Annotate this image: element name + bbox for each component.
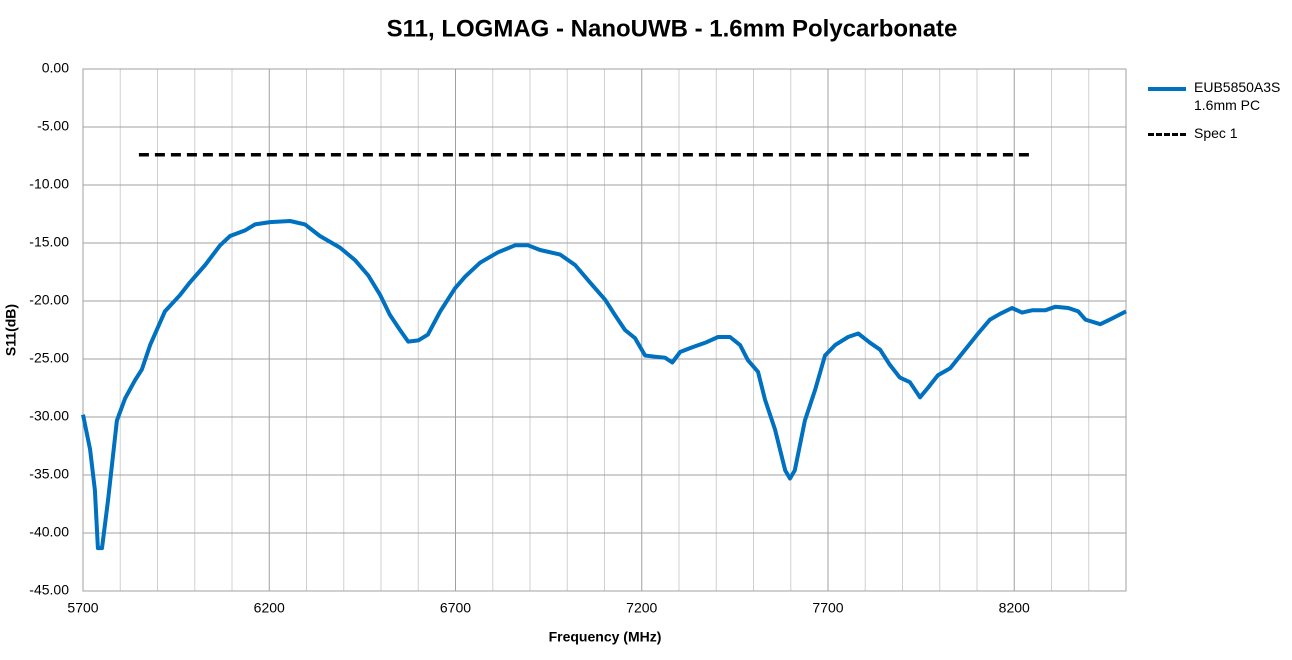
y-tick-label: -30.00	[29, 408, 69, 424]
y-tick-label: -15.00	[29, 234, 69, 250]
x-tick-label: 6200	[254, 600, 285, 616]
x-tick-label: 7700	[812, 600, 843, 616]
series-line	[81, 219, 1127, 551]
legend-swatch	[1148, 87, 1186, 91]
legend: EUB5850A3S 1.6mm PC Spec 1	[1148, 78, 1288, 152]
y-tick-label: -25.00	[29, 350, 69, 366]
plot-border	[82, 68, 1127, 592]
y-tick-label: 0.00	[42, 60, 69, 76]
x-axis-label: Frequency (MHz)	[549, 629, 662, 645]
x-tick-label: 8200	[999, 600, 1030, 616]
legend-label: EUB5850A3S 1.6mm PC	[1194, 79, 1281, 113]
y-tick-label: -40.00	[29, 524, 69, 540]
x-tick-label: 6700	[440, 600, 471, 616]
legend-swatch	[1148, 133, 1186, 136]
y-tick-label: -45.00	[29, 582, 69, 598]
legend-item: EUB5850A3S 1.6mm PC	[1148, 78, 1288, 114]
chart-title: S11, LOGMAG - NanoUWB - 1.6mm Polycarbon…	[387, 15, 958, 42]
x-tick-label: 7200	[626, 600, 657, 616]
y-tick-label: -20.00	[29, 292, 69, 308]
y-axis-label: S11(dB)	[3, 304, 19, 356]
x-tick-label: 5700	[67, 600, 98, 616]
y-tick-label: -10.00	[29, 176, 69, 192]
legend-label: Spec 1	[1194, 125, 1238, 141]
y-tick-label: -5.00	[37, 118, 69, 134]
y-tick-label: -35.00	[29, 466, 69, 482]
legend-item: Spec 1	[1148, 124, 1288, 142]
